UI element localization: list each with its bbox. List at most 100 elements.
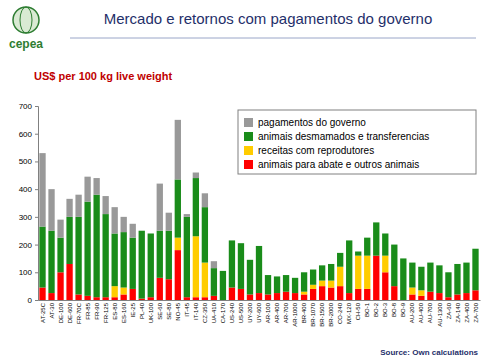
- x-tick: SE-80: [166, 302, 172, 319]
- x-tick: AU-700: [427, 302, 433, 323]
- bar-segment: [382, 233, 388, 255]
- bar-segment: [310, 285, 316, 289]
- bar-segment: [93, 195, 99, 298]
- bar-segment: [292, 277, 298, 278]
- bar-segment: [301, 272, 307, 291]
- legend-swatch: [244, 160, 253, 169]
- y-tick: 600: [19, 130, 38, 139]
- bar-segment: [292, 293, 298, 300]
- bar-segment: [265, 275, 271, 294]
- x-tick: IT-45: [184, 302, 190, 316]
- x-tick: AR-1000: [292, 302, 298, 326]
- y-tick: 400: [19, 185, 38, 194]
- x-tick: ZA-140: [455, 302, 461, 322]
- x-tick: BO-3: [382, 302, 388, 317]
- bar-segment: [139, 231, 145, 299]
- x-tick: ZA-60: [446, 302, 452, 319]
- y-axis-title: US$ per 100 kg live weight: [34, 70, 173, 82]
- x-tick: DE-100: [58, 302, 64, 323]
- bar-segment: [454, 294, 460, 300]
- y-tick: 200: [19, 241, 38, 250]
- bar-segment: [211, 268, 217, 296]
- x-tick: AR-700: [283, 302, 289, 323]
- x-tick-label: CA-170: [220, 302, 226, 323]
- x-tick-label: BO-9: [400, 302, 406, 317]
- x-tick-label: ZA-700: [473, 302, 479, 322]
- bar-segment: [310, 289, 316, 300]
- bar-segment: [121, 232, 127, 287]
- y-tick-label: 200: [19, 241, 33, 250]
- bar-segment: [130, 238, 136, 289]
- y-axis: 0100200300400500600700: [19, 102, 39, 305]
- bar-segment: [373, 256, 379, 300]
- bar-segment: [454, 264, 460, 294]
- x-tick: BO-8: [391, 302, 397, 317]
- y-tick-mark: [35, 189, 38, 190]
- bar-segment: [427, 263, 433, 292]
- bar-segment: [409, 288, 415, 295]
- x-tick: AU-200: [409, 302, 415, 323]
- bar-segment: [202, 193, 208, 207]
- logo-globe-line: [20, 7, 32, 33]
- x-tick-label: AU-1300: [437, 302, 443, 326]
- bar-segment: [238, 243, 244, 289]
- x-tick-label: FR-90: [94, 302, 100, 319]
- title-rule: [70, 38, 476, 39]
- bar-segment: [112, 207, 118, 233]
- x-tick: US-500: [238, 302, 244, 323]
- bar-segment: [283, 275, 289, 292]
- bar-segment: [39, 153, 45, 226]
- logo-globe: [13, 7, 39, 33]
- bar-segment: [427, 262, 433, 263]
- x-tick-label: FR-70C: [76, 302, 82, 324]
- bar-segment: [418, 267, 424, 291]
- y-tick-label: 500: [19, 157, 33, 166]
- x-tick: FR-90: [94, 302, 100, 319]
- y-tick-mark: [35, 106, 38, 107]
- bar-segment: [202, 297, 208, 300]
- x-tick-label: ES-160: [121, 302, 127, 323]
- y-tick-mark: [35, 134, 38, 135]
- bar-segment: [184, 217, 190, 297]
- bar-segment: [355, 256, 361, 289]
- x-tick: ES-160: [121, 302, 127, 323]
- y-tick: 100: [19, 268, 38, 277]
- y-tick: 700: [19, 102, 38, 111]
- x-tick: IT-140: [193, 302, 199, 320]
- x-tick-label: AR-700: [283, 302, 289, 323]
- x-tick: FR-70C: [76, 302, 82, 324]
- x-tick: UK-100: [148, 302, 154, 323]
- bar-segment: [346, 293, 352, 300]
- x-axis-line: [39, 300, 481, 301]
- bar-segment: [274, 276, 280, 277]
- bar-segment: [256, 246, 262, 293]
- bar-segment: [283, 275, 289, 276]
- bar-segment: [166, 279, 172, 300]
- x-tick-label: CZ-350: [202, 302, 208, 323]
- x-tick: BR-1500: [319, 302, 325, 326]
- bar-segment: [102, 297, 108, 300]
- bar-segment: [454, 263, 460, 264]
- bar-segment: [445, 272, 451, 273]
- bar-segment: [220, 270, 226, 271]
- x-tick: AR-400: [274, 302, 280, 323]
- bar-segment: [364, 237, 370, 238]
- x-tick: AT-30: [49, 302, 55, 318]
- bar-segment: [382, 233, 388, 234]
- bar-segment: [319, 265, 325, 266]
- y-tick-label: 400: [19, 185, 33, 194]
- x-tick-label: UK-100: [148, 302, 154, 323]
- bar-segment: [265, 275, 271, 276]
- x-tick: UY-600: [256, 302, 262, 322]
- bar-segment: [148, 233, 154, 234]
- bar-segment: [166, 213, 172, 231]
- bar-segment: [175, 179, 181, 237]
- x-tick: ES-80: [112, 302, 118, 319]
- x-tick: SE-60: [157, 302, 163, 319]
- x-tick-label: SE-80: [166, 302, 172, 319]
- bar-segment: [355, 251, 361, 252]
- bar-segment: [328, 288, 334, 300]
- x-axis: AT-25CAT-30DE-100DE-600FR-70CFR-85FR-90F…: [39, 301, 481, 327]
- x-tick: ZA-400: [464, 302, 470, 322]
- bar-segment: [283, 292, 289, 300]
